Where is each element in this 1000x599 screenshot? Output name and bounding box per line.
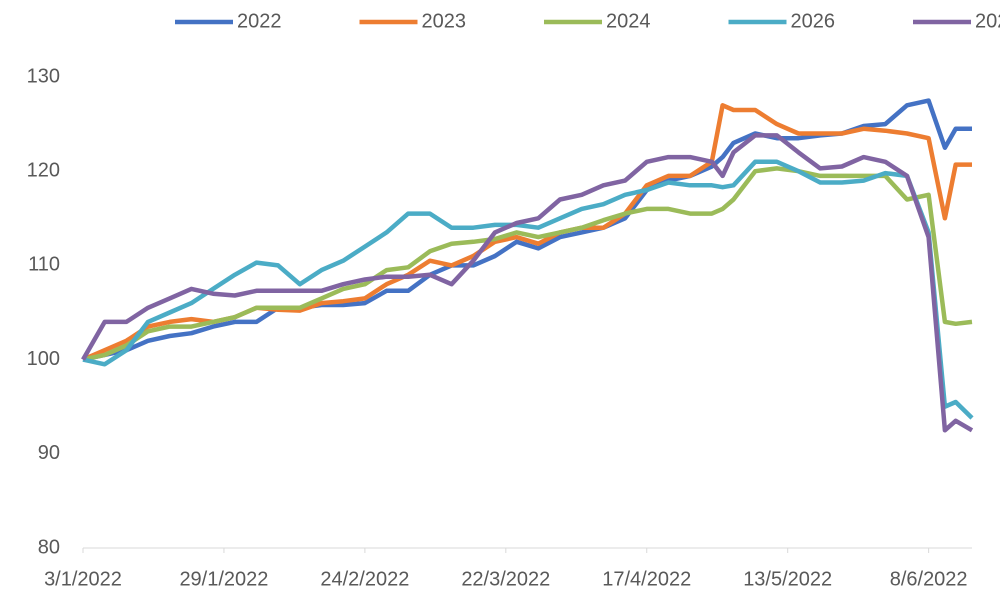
legend-label: 2023: [422, 10, 467, 32]
y-tick-label: 120: [27, 159, 60, 181]
y-tick-label: 110: [28, 254, 60, 276]
x-tick-label: 13/5/2022: [743, 568, 832, 590]
y-tick-label: 80: [38, 536, 60, 558]
x-tick-label: 8/6/2022: [890, 568, 968, 590]
x-tick-label: 3/1/2022: [44, 568, 122, 590]
y-tick-label: 130: [27, 65, 60, 87]
x-tick-label: 24/2/2022: [320, 568, 409, 590]
x-tick-label: 29/1/2022: [179, 568, 268, 590]
legend-label: 2026: [791, 10, 836, 32]
y-tick-label: 90: [38, 442, 60, 464]
series-line: [82, 159, 974, 420]
series-line: [82, 166, 973, 362]
series-line: [81, 133, 974, 433]
legend-label: 2024: [606, 10, 651, 32]
legend-label: 2022: [237, 10, 282, 32]
x-tick-label: 17/4/2022: [602, 568, 691, 590]
x-tick-label: 22/3/2022: [461, 568, 550, 590]
y-tick-label: 100: [27, 348, 60, 370]
legend-label: 2028: [975, 10, 1000, 32]
